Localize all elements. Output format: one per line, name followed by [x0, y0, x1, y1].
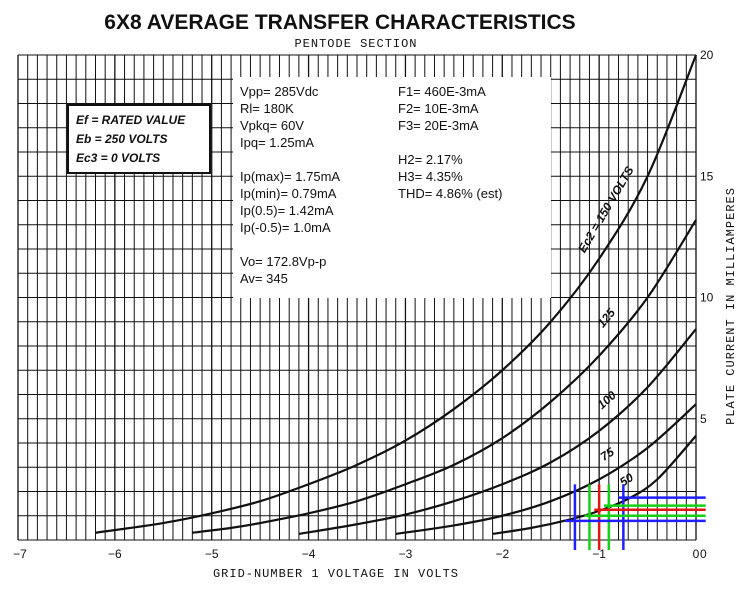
y-tick-label: 15	[700, 169, 714, 183]
curve-label-75: 75	[598, 445, 617, 464]
x-tick-label: −6	[108, 547, 122, 561]
condition-ef: Ef = RATED VALUE	[76, 113, 186, 127]
curve-label-150: Ec2 = 150 VOLTS	[575, 164, 636, 255]
curve-ec2-50	[492, 434, 697, 536]
note-line: F2= 10E-3mA	[398, 101, 479, 116]
curve-ec2-100	[298, 328, 697, 536]
x-tick-label: −2	[495, 547, 509, 561]
note-line: Vo= 172.8Vp-p	[240, 254, 326, 269]
curve-label-125: 125	[594, 306, 618, 331]
y-axis-label: PLATE CURRENT IN MILLIAMPERES	[724, 187, 738, 425]
note-line: Vpkq= 60V	[240, 118, 304, 133]
notes-left-column: Vpp= 285Vdc Rl= 180K Vpkq= 60V Ipq= 1.25mA I…	[240, 84, 340, 286]
y-tick-label: 0	[700, 547, 707, 561]
note-line: H2= 2.17%	[398, 152, 463, 167]
chart-subtitle: PENTODE SECTION	[294, 37, 417, 51]
condition-ec3: Ec3 = 0 VOLTS	[76, 151, 160, 165]
x-tick-labels: −7 −6 −5 −4 −3 −2 −1 0	[13, 547, 700, 561]
y-tick-labels: 5 10 15 20 0	[700, 48, 714, 561]
note-line: Ip(max)= 1.75mA	[240, 169, 340, 184]
x-tick-label: −4	[302, 547, 316, 561]
note-line: Av= 345	[240, 271, 288, 286]
condition-eb: Eb = 250 VOLTS	[76, 132, 167, 146]
notes-right-column: F1= 460E-3mA F2= 10E-3mA F3= 20E-3mA H2= 2.…	[398, 84, 502, 201]
x-tick-label: −1	[592, 547, 606, 561]
note-line: THD= 4.86% (est)	[398, 186, 502, 201]
y-tick-label: 10	[700, 291, 714, 305]
note-line: Ip(min)= 0.79mA	[240, 186, 337, 201]
analysis-notes: Vpp= 285Vdc Rl= 180K Vpkq= 60V Ipq= 1.25mA I…	[233, 77, 551, 298]
note-line: Ip(-0.5)= 1.0mA	[240, 220, 331, 235]
curves	[95, 54, 698, 536]
x-axis-label: GRID-NUMBER 1 VOLTAGE IN VOLTS	[213, 567, 459, 581]
conditions-box: Ef = RATED VALUE Eb = 250 VOLTS Ec3 = 0 …	[67, 104, 211, 174]
x-tick-label: −3	[399, 547, 413, 561]
note-line: F1= 460E-3mA	[398, 84, 486, 99]
x-tick-label: 0	[693, 547, 700, 561]
y-tick-label: 20	[700, 48, 714, 62]
curve-ec2-150	[95, 54, 698, 534]
note-line: Rl= 180K	[240, 101, 294, 116]
note-line: H3= 4.35%	[398, 169, 463, 184]
curve-label-100: 100	[595, 388, 619, 412]
curve-label-50: 50	[617, 470, 636, 489]
chart-title: 6X8 AVERAGE TRANSFER CHARACTERISTICS	[104, 11, 575, 34]
note-line: Ipq= 1.25mA	[240, 135, 314, 150]
note-line: Ip(0.5)= 1.42mA	[240, 203, 334, 218]
note-line: F3= 20E-3mA	[398, 118, 479, 133]
note-line: Vpp= 285Vdc	[240, 84, 319, 99]
curve-ec2-75	[395, 403, 697, 536]
x-tick-label: −7	[13, 547, 27, 561]
y-tick-label: 5	[700, 412, 707, 426]
overlay-lines	[565, 484, 706, 550]
x-tick-label: −5	[205, 547, 219, 561]
curve-ec2-125	[192, 219, 697, 534]
